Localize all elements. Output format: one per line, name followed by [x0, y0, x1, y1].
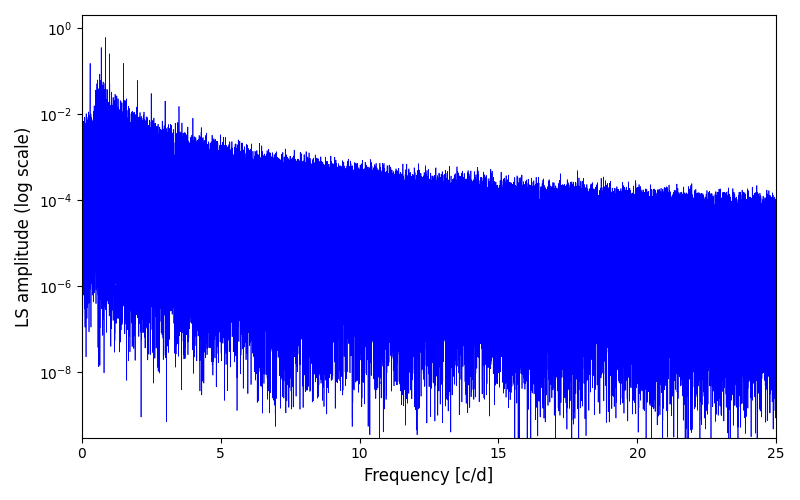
Y-axis label: LS amplitude (log scale): LS amplitude (log scale) — [15, 126, 33, 326]
X-axis label: Frequency [c/d]: Frequency [c/d] — [364, 467, 494, 485]
